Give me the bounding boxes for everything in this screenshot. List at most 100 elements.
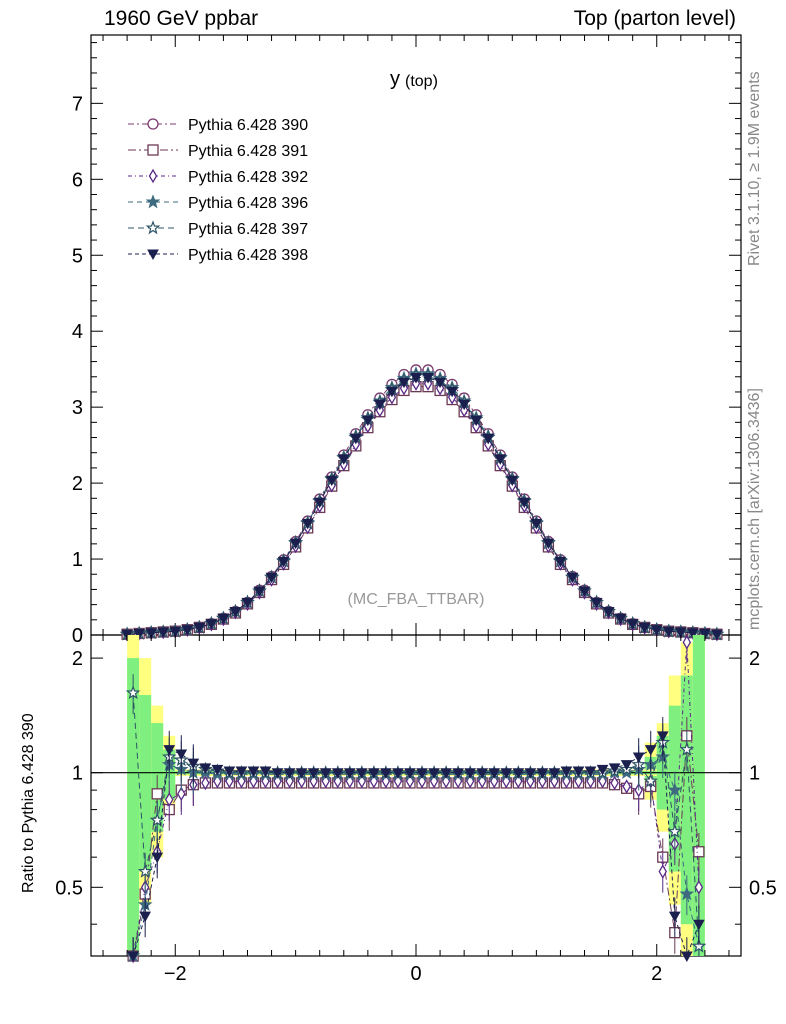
data-point	[337, 454, 350, 465]
ratio-data-point	[259, 766, 272, 778]
ratio-data-point	[679, 741, 695, 756]
ratio-data-point	[175, 749, 188, 760]
data-point	[362, 415, 374, 427]
ratio-data-point	[307, 768, 320, 779]
data-point	[423, 376, 433, 391]
data-point	[554, 556, 567, 568]
watermark-label: (MC_FBA_TTBAR)	[348, 591, 485, 608]
header-left: 1960 GeV ppbar	[104, 7, 259, 30]
legend-label: Pythia 6.428 390	[188, 117, 308, 134]
ratio-data-point	[380, 768, 392, 779]
ratio-data-point	[428, 768, 440, 779]
band-inner	[139, 694, 152, 872]
main-y-tick-label: 6	[72, 169, 83, 191]
ratio-data-point	[682, 635, 692, 650]
data-point	[375, 402, 385, 418]
data-point	[626, 619, 639, 630]
ratio-data-point	[416, 768, 428, 779]
data-point	[482, 433, 495, 445]
legend-label: Pythia 6.428 397	[188, 221, 308, 238]
data-point	[145, 628, 158, 639]
ratio-data-point	[151, 852, 164, 864]
data-point	[650, 625, 663, 636]
ratio-data-point	[331, 768, 344, 779]
ratio-data-point	[488, 768, 501, 779]
ratio-data-point	[187, 758, 200, 770]
ratio-data-point	[643, 773, 658, 788]
ratio-y-tick-label: 1	[72, 763, 83, 785]
data-point	[566, 572, 579, 584]
ratio-data-point	[584, 766, 597, 778]
ratio-data-point	[247, 766, 260, 778]
data-point	[674, 627, 687, 638]
ratio-data-point	[368, 768, 380, 779]
data-point	[518, 497, 531, 509]
data-point	[374, 399, 386, 411]
data-point	[447, 389, 457, 405]
ratio-data-point	[668, 911, 681, 923]
data-point	[169, 626, 182, 638]
ratio-data-point	[608, 763, 621, 774]
data-point	[506, 475, 519, 487]
ratio-data-point	[693, 919, 705, 931]
ratio-data-point	[560, 766, 573, 778]
header-right: Top (parton level)	[573, 7, 736, 30]
ratio-y-tick-label: 2	[72, 648, 83, 670]
ratio-data-point	[667, 824, 683, 838]
data-point	[265, 572, 278, 584]
main-y-tick-label: 4	[72, 321, 83, 343]
data-point	[193, 622, 206, 634]
legend-label: Pythia 6.428 391	[188, 143, 308, 160]
ratio-data-point	[679, 886, 695, 901]
ratio-data-point	[620, 760, 633, 771]
data-point	[662, 626, 675, 638]
ratio-data-point	[622, 779, 631, 794]
legend-marker	[147, 144, 159, 156]
data-point	[277, 556, 290, 568]
legend-marker	[145, 194, 161, 209]
main-plot-title: y	[390, 68, 400, 90]
ratio-data-point	[355, 768, 368, 779]
legend-marker	[147, 118, 159, 130]
band-inner	[127, 658, 140, 956]
ratio-data-point	[610, 775, 619, 791]
ratio-data-point	[137, 863, 153, 878]
ratio-data-point	[127, 951, 139, 963]
ratio-data-point	[139, 911, 152, 923]
ratio-x-tick-label: −2	[164, 963, 187, 985]
data-point	[181, 625, 194, 636]
ratio-data-point	[693, 846, 705, 858]
data-point	[398, 377, 410, 389]
data-point	[241, 597, 254, 609]
ratio-data-point	[177, 786, 186, 802]
ratio-data-point	[512, 768, 525, 779]
ratio-data-point	[164, 792, 174, 807]
ratio-data-point	[404, 768, 416, 779]
ratio-data-point	[656, 731, 669, 742]
legend-marker	[148, 168, 158, 184]
data-point	[325, 475, 338, 487]
ratio-series-line	[132, 642, 700, 957]
ratio-data-point	[476, 768, 489, 779]
data-point	[301, 518, 314, 530]
ratio-y-tick-label: 0.5	[55, 877, 83, 899]
data-point	[699, 628, 711, 640]
data-point	[157, 627, 170, 638]
ratio-y-tick-label-right: 1	[749, 763, 760, 785]
ratio-data-point	[536, 768, 549, 779]
data-point	[602, 606, 615, 618]
ratio-data-point	[271, 768, 284, 779]
ratio-data-point	[392, 768, 404, 779]
ratio-data-point	[283, 768, 296, 779]
ratio-data-point	[464, 768, 477, 779]
ratio-data-point	[658, 864, 668, 879]
ratio-data-point	[201, 775, 210, 791]
main-y-tick-label: 2	[72, 473, 83, 495]
ratio-data-point	[632, 752, 645, 763]
ratio-data-point	[319, 768, 332, 779]
ratio-data-point	[440, 768, 452, 779]
ratio-data-point	[500, 768, 513, 779]
legend-label: Pythia 6.428 396	[188, 195, 308, 212]
data-point	[411, 376, 421, 391]
